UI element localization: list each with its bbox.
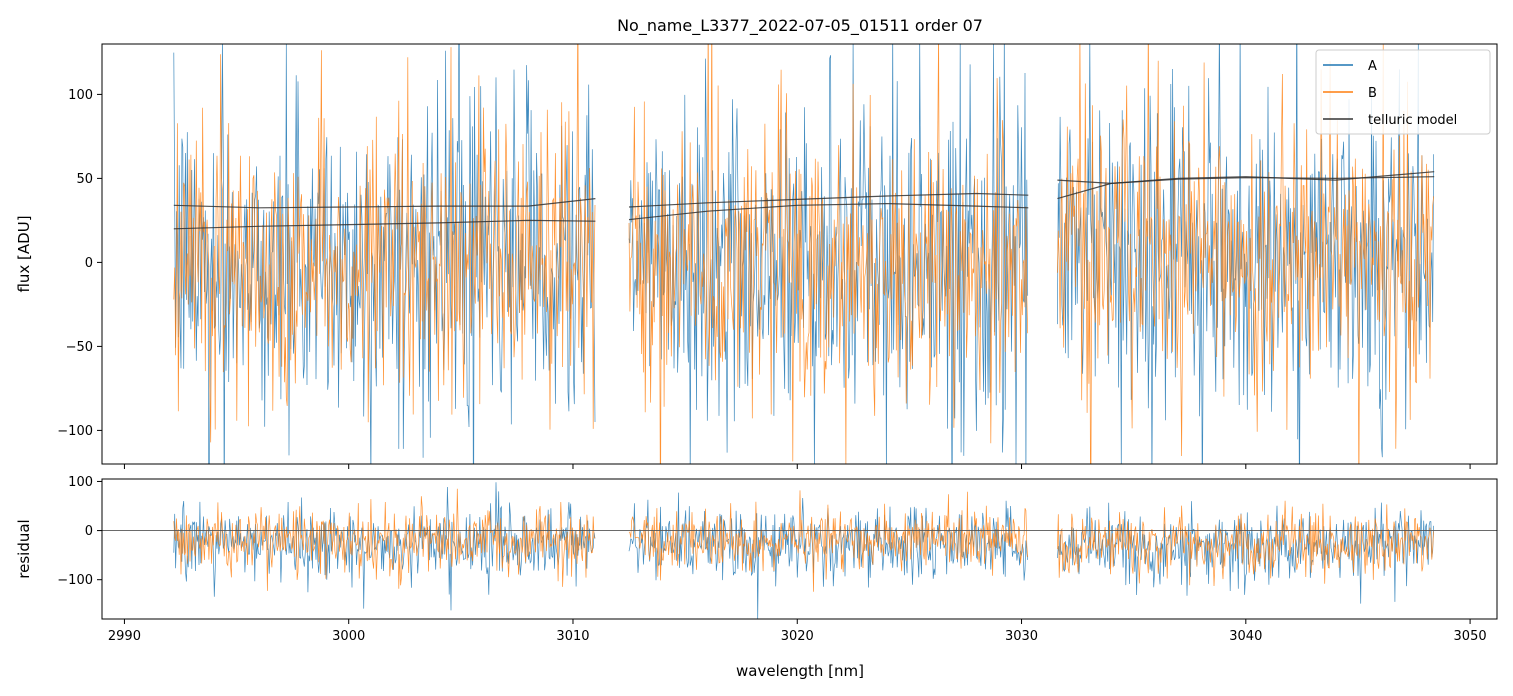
main-y-tick-label: 100 [68, 88, 93, 103]
legend-label-a: A [1368, 59, 1377, 74]
main-y-tick-label: 50 [76, 172, 93, 187]
legend-label-b: B [1368, 86, 1377, 101]
main-y-tick-label: −50 [66, 340, 93, 355]
residual-x-ticks: 2990 3000 3010 3020 3030 3040 3050 [108, 619, 1487, 644]
residual-y-axis-label: residual [15, 519, 33, 578]
residual-y-tick-label: −100 [57, 573, 93, 588]
telluric-model-line-6 [1057, 171, 1435, 200]
main-y-tick-label: 0 [85, 256, 93, 271]
series-b-segment-1 [173, 44, 596, 443]
x-tick-label: 2990 [108, 629, 141, 644]
chart-title: No_name_L3377_2022-07-05_01511 order 07 [617, 16, 983, 36]
x-tick-label: 3020 [781, 629, 814, 644]
main-y-ticks: 100 50 0 −50 −100 [57, 88, 102, 439]
main-axes-frame [101, 43, 1498, 465]
telluric-model-line-3 [628, 192, 1029, 208]
x-tick-label: 3000 [332, 629, 365, 644]
telluric-model-line-5 [1057, 176, 1435, 185]
x-tick-label: 3040 [1229, 629, 1262, 644]
series-b-segment-3 [1057, 44, 1434, 464]
main-y-tick-label: −100 [57, 424, 93, 439]
residual-y-ticks: 100 0 −100 [57, 475, 102, 588]
residual-series-b-segment-1 [173, 488, 596, 591]
residual-series-a-segment-1 [173, 482, 596, 611]
legend-box [1315, 49, 1491, 135]
residual-y-tick-label: 100 [68, 475, 93, 490]
residual-series-a-segment-3 [1057, 501, 1434, 604]
x-tick-label: 3050 [1454, 629, 1487, 644]
x-tick-label: 3010 [556, 629, 589, 644]
residual-plot-area [102, 482, 1497, 619]
telluric-model-line-4 [628, 202, 1029, 221]
residual-panel: 100 0 −100 2990 3000 3010 3020 3030 3040 3050 re… [15, 475, 1498, 680]
series-b-segment-2 [628, 44, 1029, 464]
residual-series-b-segment-2 [628, 490, 1029, 592]
residual-y-tick-label: 0 [85, 524, 93, 539]
main-y-axis-label: flux [ADU] [15, 215, 33, 292]
legend: A B telluric model [1315, 49, 1491, 135]
series-a-segment-1 [173, 44, 596, 464]
x-axis-label: wavelength [nm] [736, 662, 864, 680]
main-panel: 100 50 0 −50 −100 flux [ADU] A B telluric mo… [15, 43, 1498, 469]
telluric-model-line-2 [173, 219, 596, 230]
main-x-ticks [123, 464, 1471, 469]
x-tick-label: 3030 [1005, 629, 1038, 644]
legend-label-telluric: telluric model [1368, 113, 1457, 128]
residual-series-b-segment-3 [1057, 500, 1434, 587]
main-plot-area [173, 44, 1435, 464]
telluric-model-line-1 [173, 198, 596, 209]
residual-axes-frame [101, 478, 1498, 620]
